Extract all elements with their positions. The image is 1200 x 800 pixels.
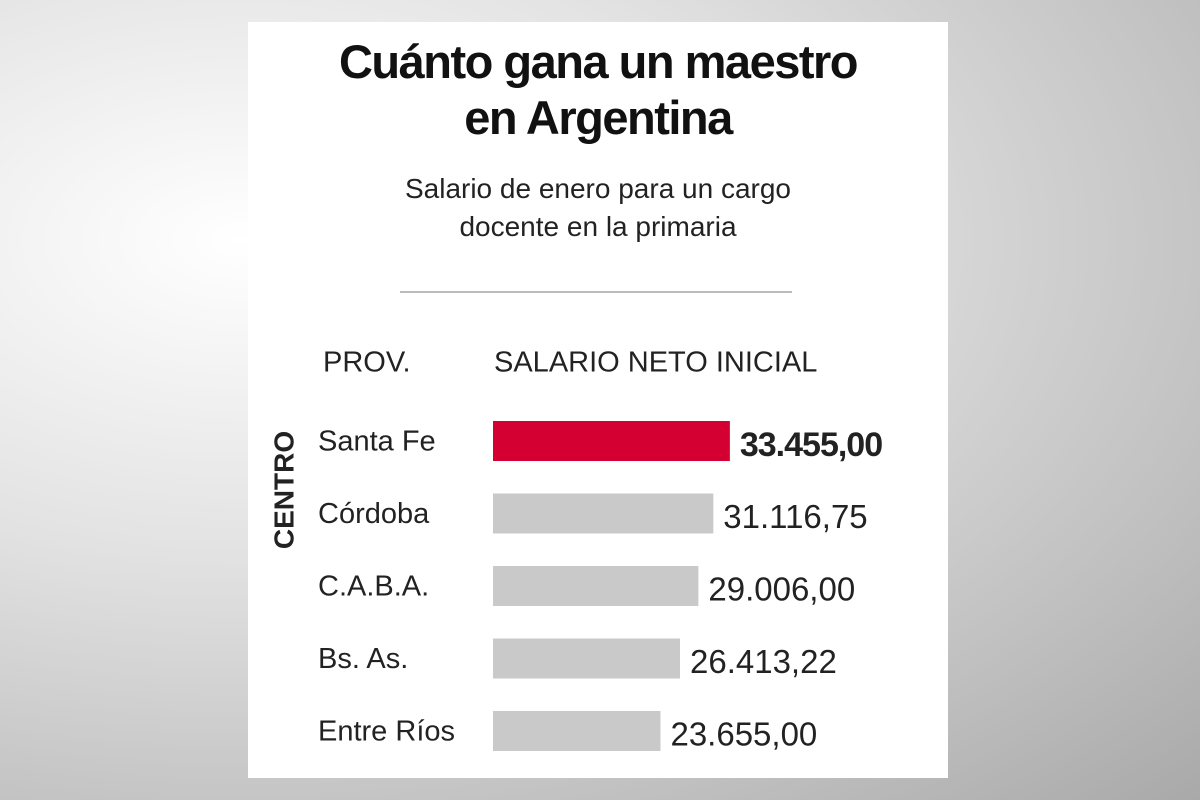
value-label: 23.655,00 [670, 716, 817, 753]
category-label: Córdoba [318, 498, 430, 530]
group-label: CENTRO [268, 431, 299, 549]
panel: Cuánto gana un maestro en Argentina Sala… [248, 22, 948, 778]
bar [493, 711, 661, 751]
value-header: SALARIO NETO INICIAL [494, 347, 817, 379]
bar [493, 493, 714, 534]
bar [493, 421, 730, 461]
value-label: 29.006,00 [708, 571, 855, 608]
chart-title: Cuánto gana un maestro en Argentina [338, 35, 859, 144]
bar [493, 566, 699, 606]
value-label: 33.455,00 [740, 426, 882, 464]
value-label: 31.116,75 [723, 498, 867, 535]
category-label: Entre Ríos [318, 716, 455, 748]
category-header: PROV. [323, 347, 411, 379]
bar [493, 638, 681, 679]
category-label: Bs. As. [318, 643, 408, 675]
value-label: 26.413,22 [690, 643, 837, 680]
category-label: Santa Fe [318, 426, 436, 458]
category-label: C.A.B.A. [318, 571, 429, 603]
chart-subtitle: Salario de enero para un cargo docente e… [404, 173, 792, 242]
chart: PROV. SALARIO NETO INICIAL CENTRO Santa … [268, 291, 883, 753]
